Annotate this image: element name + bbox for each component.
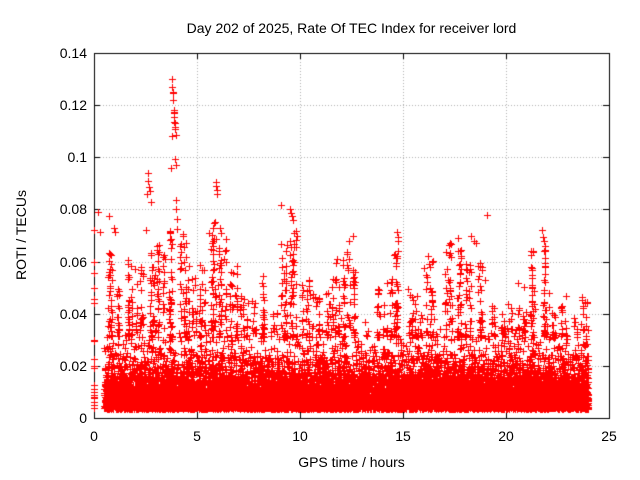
- y-axis-label: ROTI / TECUs: [13, 190, 29, 280]
- x-tick-label-10: 10: [292, 428, 308, 444]
- y-tick-label-0.08: 0.08: [59, 201, 87, 218]
- x-tick-label-5: 5: [193, 428, 201, 444]
- y-tick-label-0.02: 0.02: [59, 357, 87, 374]
- y-tick-label-0: 0: [79, 410, 87, 426]
- y-tick-label-0.06: 0.06: [59, 253, 87, 270]
- x-tick-label-0: 0: [90, 428, 98, 444]
- y-tick-label-0.1: 0.1: [67, 149, 87, 166]
- x-tick-label-25: 25: [601, 428, 617, 444]
- x-tick-label-20: 20: [498, 428, 514, 444]
- y-tick-label-0.04: 0.04: [59, 305, 87, 322]
- y-tick-label-0.14: 0.14: [59, 45, 87, 61]
- chart-title: Day 202 of 2025, Rate Of TEC Index for r…: [186, 20, 517, 36]
- x-tick-label-15: 15: [395, 428, 411, 444]
- x-axis-label: GPS time / hours: [298, 454, 405, 470]
- y-tick-label-0.12: 0.12: [59, 97, 87, 114]
